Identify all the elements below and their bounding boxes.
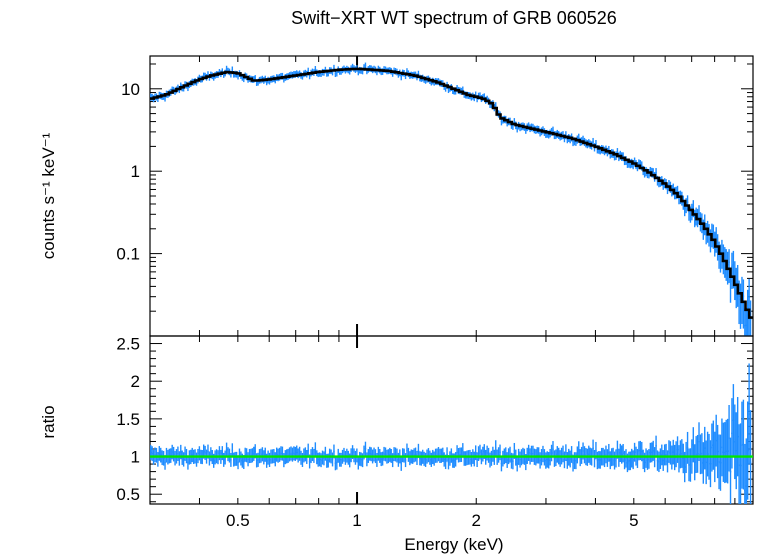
y-tick-label: 0.5 xyxy=(116,485,140,504)
y-tick-label: 1.5 xyxy=(116,410,140,429)
top-ylabel: counts s⁻¹ keV⁻¹ xyxy=(39,132,58,259)
x-tick-label: 0.5 xyxy=(226,511,250,530)
spectrum-data-points xyxy=(150,62,752,336)
bottom-panel-frame xyxy=(149,335,754,505)
bottom-xlabel: Energy (keV) xyxy=(404,535,503,554)
x-tick-label: 1 xyxy=(352,511,361,530)
y-tick-label: 1 xyxy=(131,448,140,467)
bottom-panel: 0.5 1 2 5 0.5 1 1.5 2 2.5 ratio Energy (keV) xyxy=(39,335,754,554)
x-tick-label: 5 xyxy=(629,511,638,530)
y-tick-label: 2 xyxy=(131,372,140,391)
y-tick-label: 0.1 xyxy=(116,245,140,264)
x-tick-label: 2 xyxy=(472,511,481,530)
spectrum-model-curve xyxy=(150,67,753,319)
ratio-data-points xyxy=(150,363,752,504)
y-tick-label: 10 xyxy=(121,80,140,99)
bottom-ylabel: ratio xyxy=(39,405,58,438)
y-tick-label: 2.5 xyxy=(116,335,140,354)
model-step-line xyxy=(150,67,753,319)
chart-title: Swift−XRT WT spectrum of GRB 060526 xyxy=(291,8,617,28)
top-panel: 10 1 0.1 counts s⁻¹ keV⁻¹ xyxy=(39,55,754,337)
y-tick-label: 1 xyxy=(131,162,140,181)
top-panel-frame xyxy=(149,55,754,337)
